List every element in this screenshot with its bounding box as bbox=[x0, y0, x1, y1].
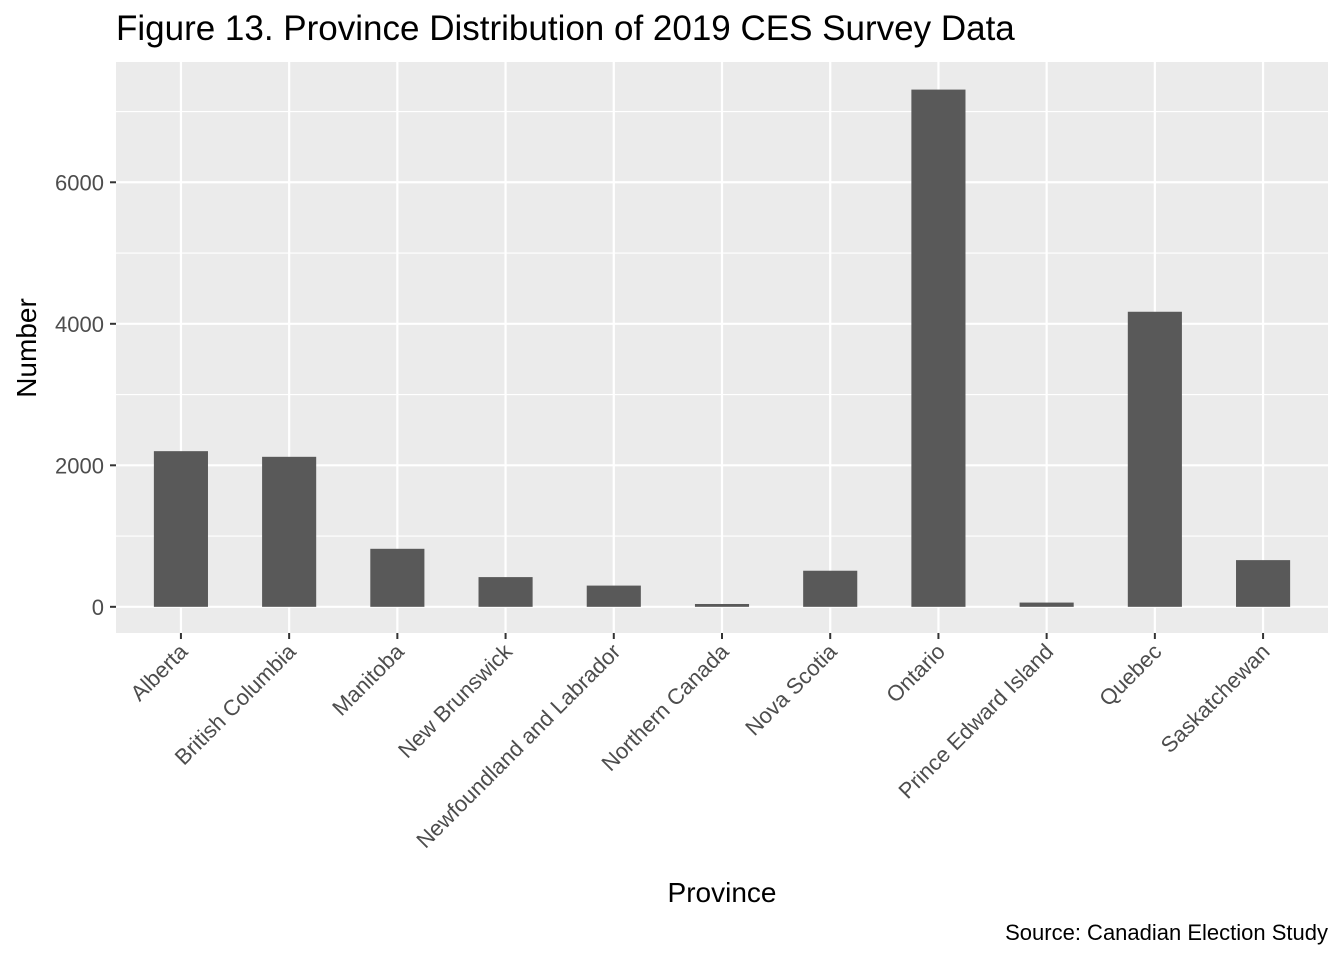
bars-group bbox=[153, 89, 1291, 607]
y-axis: 0 2000 4000 6000 bbox=[55, 170, 116, 620]
x-tick-label: Quebec bbox=[1094, 639, 1166, 711]
bar bbox=[262, 456, 317, 607]
x-tick-label: Ontario bbox=[881, 639, 950, 708]
x-tick-label: Nova Scotia bbox=[740, 638, 842, 740]
bar bbox=[370, 548, 425, 607]
y-axis-title: Number bbox=[11, 298, 42, 398]
bar bbox=[911, 89, 966, 607]
chart-title: Figure 13. Province Distribution of 2019… bbox=[116, 9, 1015, 48]
x-tick-label: Manitoba bbox=[327, 638, 409, 720]
chart-caption: Source: Canadian Election Study bbox=[1005, 920, 1328, 945]
x-axis-title: Province bbox=[668, 877, 777, 908]
bar bbox=[1127, 311, 1182, 607]
x-tick-label: Newfoundland and Labrador bbox=[411, 639, 625, 853]
x-tick-label: Saskatchewan bbox=[1156, 639, 1275, 758]
x-tick-label: New Brunswick bbox=[393, 638, 518, 763]
bar bbox=[586, 585, 641, 607]
y-tick-label: 0 bbox=[92, 595, 104, 620]
bar bbox=[153, 451, 208, 607]
bar bbox=[803, 570, 858, 607]
bar bbox=[694, 603, 750, 607]
y-tick-label: 4000 bbox=[55, 312, 104, 337]
bar bbox=[478, 577, 533, 607]
y-tick-label: 6000 bbox=[55, 170, 104, 195]
bar bbox=[1019, 602, 1074, 607]
y-tick-label: 2000 bbox=[55, 453, 104, 478]
bar bbox=[1236, 560, 1291, 607]
x-tick-label: Alberta bbox=[125, 638, 193, 706]
